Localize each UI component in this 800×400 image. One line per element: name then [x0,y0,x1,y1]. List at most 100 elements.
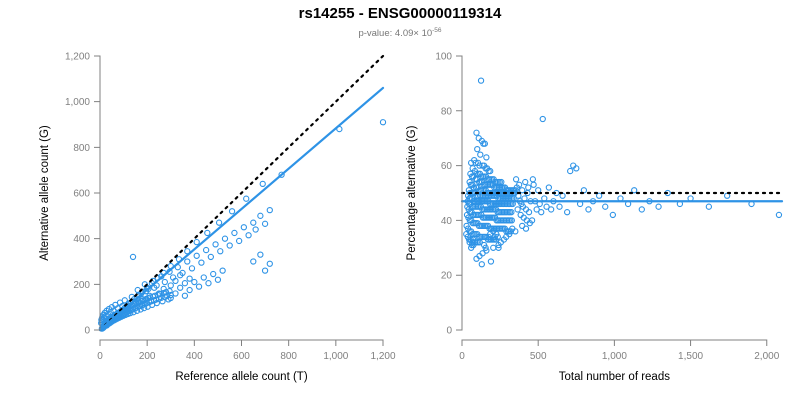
tick-label: 600 [73,189,90,200]
data-point [205,280,212,287]
data-point [259,180,266,188]
data-point [528,217,536,224]
data-point [525,209,533,216]
data-point [595,192,603,199]
data-point [129,253,137,261]
data-point [130,309,137,316]
right-scatter-panel: 0 20 40 60 80 100 0 500 1,000 1,500 2,000 Percent… [406,52,784,383]
data-point [705,203,713,210]
tick-label: 800 [280,351,297,362]
data-point [474,146,481,153]
left-y-axis [94,55,101,331]
p-value-exponent: -56 [432,27,442,34]
data-point [228,208,236,215]
tick-label: 600 [233,351,250,362]
data-point [494,233,501,240]
data-point [250,258,257,265]
left-scatter-panel: 0 200 400 600 800 1,000 1,200 0 200 400 600 800 1,0… [39,52,396,384]
data-point [495,244,502,251]
data-point [137,306,144,313]
data-point [512,176,520,183]
data-point [181,280,189,287]
left-x-tick-labels: 0 200 400 600 800 1,000 1,200 [97,351,396,362]
data-point [573,165,580,172]
tick-label: 40 [441,216,453,227]
data-point [476,239,483,246]
data-point [266,206,273,214]
data-point [226,242,233,249]
data-point [525,184,532,191]
data-point [219,267,226,274]
tick-label: 60 [441,161,453,172]
data-point [139,296,146,303]
data-point [473,255,480,262]
data-point [585,206,592,213]
data-point [522,225,530,232]
data-point [243,195,250,202]
data-point [181,292,189,299]
data-point [184,258,191,265]
data-point [210,270,217,278]
data-point [483,154,490,161]
tick-label: 0 [84,326,90,337]
data-point [191,278,198,286]
right-y-axis-label: Percentage alternative (G) [406,125,418,260]
right-data-points [463,77,783,268]
right-x-tick-labels: 0 500 1,000 1,500 2,000 [459,351,779,362]
data-point [775,211,783,219]
data-point [477,151,484,158]
p-value-mantissa: p-value: 4.09× 10 [358,28,432,39]
data-point [467,244,475,251]
data-point [172,277,179,285]
data-point [477,77,485,84]
data-point [155,290,163,297]
data-point [476,162,483,169]
data-point [167,282,174,289]
data-point [379,119,387,126]
left-x-axis [99,339,384,346]
data-point [487,167,494,175]
right-x-axis-label: Total number of reads [559,371,670,383]
tick-label: 20 [441,271,453,282]
data-point [142,288,150,295]
right-y-axis [456,55,463,331]
data-point [193,238,200,246]
data-point [207,253,214,261]
data-point [200,274,207,281]
data-point [177,284,184,291]
regression-fit-line [98,86,385,332]
data-point [469,236,477,243]
data-point [567,167,574,175]
data-point [240,224,248,231]
tick-label: 1,000 [65,97,90,108]
tick-label: 0 [446,326,452,337]
tick-label: 2,000 [754,351,779,362]
data-point [278,171,285,178]
page-title: rs14255 - ENSG00000119314 [299,5,502,22]
left-x-axis-label: Reference allele count (T) [175,371,307,383]
data-point [186,275,193,282]
left-y-tick-labels: 0 200 400 600 800 1,000 1,200 [65,52,90,337]
data-point [266,260,273,267]
data-point [184,248,191,255]
data-point [257,212,264,219]
tick-label: 200 [139,351,156,362]
data-point [146,292,153,299]
data-point [508,209,515,216]
data-point [98,316,105,324]
data-point [556,203,563,210]
data-point [638,206,645,213]
data-point [212,241,219,248]
tick-label: 1,500 [678,351,703,362]
left-y-axis-label: Alternative allele count (G) [39,125,51,261]
data-point [235,237,243,245]
tick-label: 100 [435,52,452,63]
data-point [167,294,174,302]
data-point [529,176,537,183]
data-point [166,288,173,295]
data-point [543,203,550,210]
data-point [252,226,259,233]
data-point [188,265,196,272]
data-point [467,159,475,167]
